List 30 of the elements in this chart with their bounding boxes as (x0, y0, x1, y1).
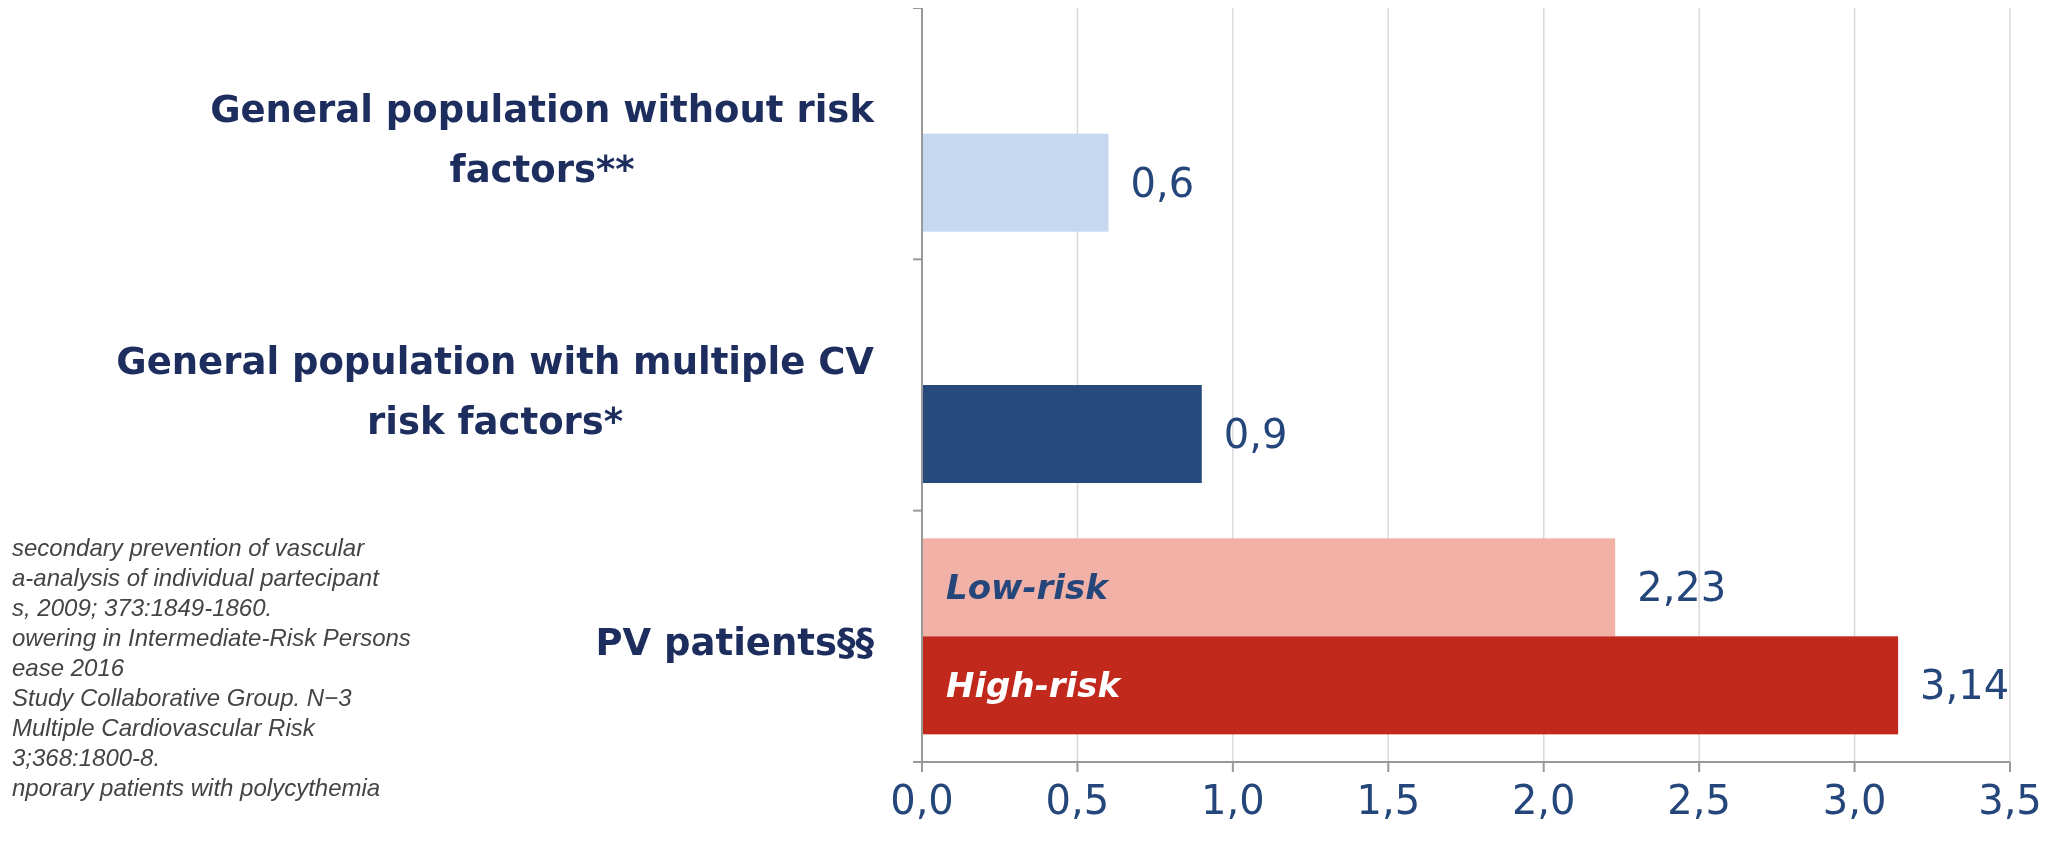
x-tick-label: 0,5 (1045, 777, 1110, 823)
y-tick-label: PV patients§§ (595, 620, 875, 664)
text: a-analysis of individual partecipant (12, 564, 381, 591)
annotation: High-risk (946, 665, 1123, 706)
text: Multiple Cardiovascular Risk (12, 714, 317, 741)
bar (922, 636, 1899, 735)
data-label: 2,23 (1637, 564, 1727, 611)
x-tick-label: 2,0 (1511, 777, 1576, 823)
bar (922, 133, 1109, 232)
bar (922, 538, 1616, 637)
x-tick-label: 1,5 (1356, 777, 1421, 823)
text: 3;368:1800-8. (12, 744, 161, 771)
x-tick-label: 1,0 (1201, 777, 1265, 823)
data-label: 3,14 (1920, 662, 2010, 709)
bar (922, 385, 1202, 484)
data-label: 0,9 (1223, 411, 1288, 458)
x-tick-label: 0,0 (890, 777, 954, 823)
series-label: Low-risk (946, 567, 1111, 608)
text: nporary patients with polycythemia (12, 774, 381, 801)
x-tick-label: 2,5 (1667, 777, 1731, 823)
data-label: 0,6 (1130, 159, 1195, 206)
x-tick-label: 3,0 (1822, 777, 1887, 823)
y-tick-label: General population with multiple CV risk factors* (116, 339, 875, 443)
y-tick-label: General population without risk factors** (210, 88, 876, 192)
x-tick-label: 3,5 (1978, 777, 2042, 823)
text: Study Collaborative Group. N−3 (12, 684, 353, 711)
text: secondary prevention of vascular (12, 534, 366, 561)
text: s, 2009; 373:1849-1860. (12, 594, 273, 621)
text: ease 2016 (12, 654, 125, 681)
text: owering in Intermediate-Risk Persons (12, 624, 411, 651)
